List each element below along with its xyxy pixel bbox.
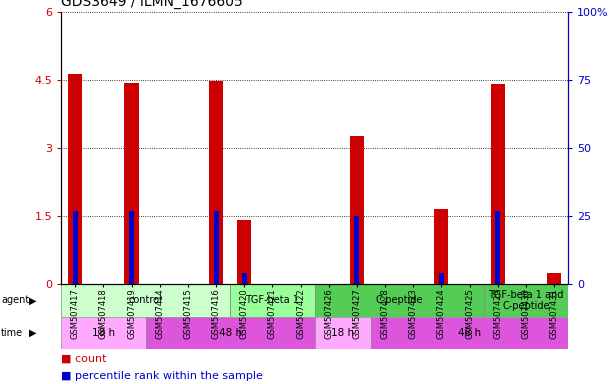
Text: agent: agent: [1, 295, 29, 306]
Text: GDS3649 / ILMN_1676605: GDS3649 / ILMN_1676605: [61, 0, 243, 9]
Bar: [73, 210, 78, 284]
Bar: [237, 220, 251, 284]
Bar: [242, 273, 247, 284]
Bar: [213, 210, 219, 284]
Text: ▶: ▶: [29, 328, 37, 338]
Bar: [315, 317, 371, 349]
Text: ■ percentile rank within the sample: ■ percentile rank within the sample: [61, 371, 263, 381]
Bar: [371, 317, 568, 349]
Bar: [439, 273, 444, 284]
Bar: [484, 284, 568, 317]
Text: ■ count: ■ count: [61, 353, 106, 363]
Bar: [68, 74, 82, 284]
Text: 18 h: 18 h: [92, 328, 115, 338]
Bar: [145, 317, 315, 349]
Text: control: control: [129, 295, 163, 306]
Bar: [230, 284, 315, 317]
Bar: [354, 216, 359, 284]
Bar: [434, 209, 448, 284]
Text: ▶: ▶: [29, 295, 37, 306]
Text: 48 h: 48 h: [458, 328, 481, 338]
Bar: [125, 83, 139, 284]
Bar: [61, 317, 145, 349]
Bar: [547, 273, 561, 284]
Text: TGF-beta 1 and
C-peptide: TGF-beta 1 and C-peptide: [488, 290, 564, 311]
Bar: [129, 210, 134, 284]
Bar: [61, 284, 230, 317]
Text: time: time: [1, 328, 23, 338]
Bar: [209, 81, 223, 284]
Bar: [491, 84, 505, 284]
Text: 48 h: 48 h: [219, 328, 242, 338]
Bar: [496, 210, 500, 284]
Bar: [350, 136, 364, 284]
Text: 18 h: 18 h: [331, 328, 354, 338]
Bar: [315, 284, 484, 317]
Text: TGF-beta 1: TGF-beta 1: [246, 295, 299, 306]
Text: C-peptide: C-peptide: [375, 295, 423, 306]
